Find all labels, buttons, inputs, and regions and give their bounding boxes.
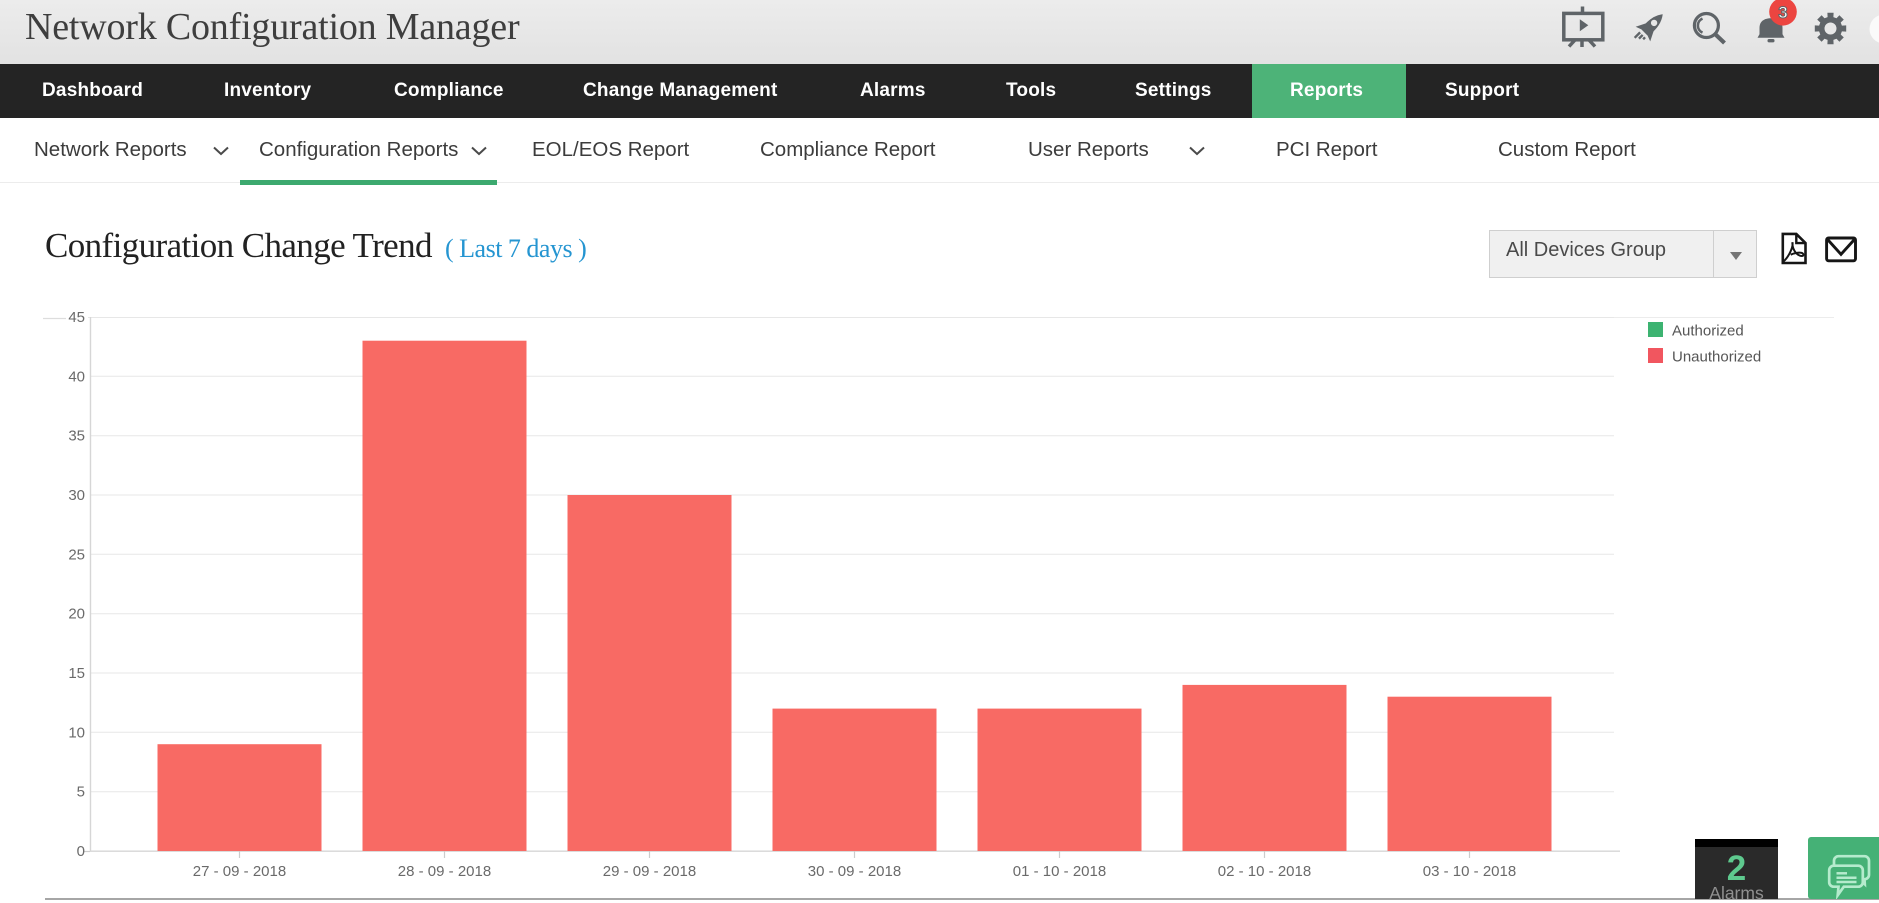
svg-text:10: 10 (68, 724, 85, 741)
svg-text:35: 35 (68, 428, 85, 445)
svg-text:40: 40 (68, 368, 85, 385)
svg-text:02 - 10 - 2018: 02 - 10 - 2018 (1218, 863, 1311, 880)
svg-text:28 - 09 - 2018: 28 - 09 - 2018 (398, 863, 491, 880)
svg-text:45: 45 (68, 309, 85, 326)
svg-text:03 - 10 - 2018: 03 - 10 - 2018 (1423, 863, 1516, 880)
svg-text:5: 5 (77, 784, 85, 801)
svg-text:30 - 09 - 2018: 30 - 09 - 2018 (808, 863, 901, 880)
svg-text:3: 3 (1778, 3, 1787, 22)
svg-text:0: 0 (77, 843, 85, 860)
svg-text:25: 25 (68, 546, 85, 563)
svg-text:20: 20 (68, 606, 85, 623)
svg-text:29 - 09 - 2018: 29 - 09 - 2018 (603, 863, 696, 880)
svg-text:01 - 10 - 2018: 01 - 10 - 2018 (1013, 863, 1106, 880)
svg-text:30: 30 (68, 487, 85, 504)
svg-text:27 - 09 - 2018: 27 - 09 - 2018 (193, 863, 286, 880)
svg-text:Authorized: Authorized (1672, 323, 1744, 340)
svg-text:15: 15 (68, 665, 85, 682)
svg-text:Unauthorized: Unauthorized (1672, 349, 1761, 366)
